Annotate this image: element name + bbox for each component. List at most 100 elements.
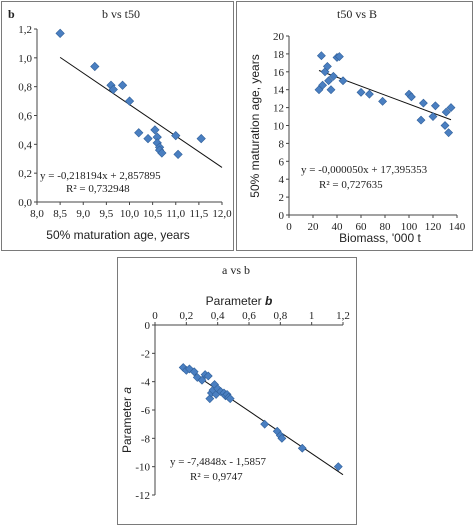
x-tick-label: 60	[356, 221, 368, 233]
chart-subtitle: Parameter b	[206, 294, 273, 308]
data-point	[171, 131, 181, 141]
data-point	[333, 462, 343, 472]
y-tick-label: 0,0	[18, 197, 32, 209]
x-tick-label: 0	[286, 221, 292, 233]
y-tick-label: 4	[279, 174, 285, 186]
chart-title: a vs b	[222, 263, 250, 277]
chart-svg: b vs t50 b 0,0 0,2 0,4 0,6 0,8 1,0 1,2 8,0 8,5 9,0 9…	[8, 7, 232, 242]
y-tick-label: 18	[273, 49, 285, 61]
data-point	[328, 71, 338, 81]
x-tick-label: 10,5	[143, 208, 163, 220]
y-tick-label: -12	[135, 490, 150, 502]
data-point	[440, 121, 450, 130]
data-point	[185, 364, 194, 374]
data-point	[134, 128, 144, 138]
chart-title: b vs t50	[102, 7, 140, 21]
data-point	[225, 394, 235, 404]
x-tick-label: 0	[152, 310, 158, 322]
y-tick-label: -8	[141, 433, 151, 445]
data-point	[143, 133, 153, 144]
x-tick-label: 0,8	[273, 310, 287, 322]
y-tick-label: -4	[141, 377, 151, 389]
chart-svg: a vs b Parameter b 0 0,2 0,4 0,6 0,8 1 1,2 0 -2 -4 -…	[120, 263, 350, 502]
data-point	[108, 84, 118, 95]
r-squared: R² = 0,727635	[319, 179, 383, 191]
data-point	[157, 148, 167, 158]
r-squared: R² = 0,732948	[66, 183, 130, 195]
data-point	[203, 371, 213, 381]
x-tick-label: 11,5	[189, 208, 208, 220]
chart-svg: t50 vs B 0 2 4 6 8 10 12 14 16 18 20 0 20 40 60 80 100 120…	[248, 7, 466, 245]
x-tick-label: 140	[449, 221, 466, 233]
x-tick-label: 12,0	[212, 208, 232, 220]
data-point	[189, 367, 199, 377]
y-tick-label: 12	[273, 103, 284, 115]
y-tick-label: 20	[273, 31, 285, 43]
r-squared: R² = 0,9747	[190, 471, 243, 483]
x-axis-label: Biomass, '000 t	[339, 231, 421, 245]
y-tick-label: -10	[135, 462, 150, 474]
y-axis-label: Parameter a	[120, 387, 134, 453]
regression-equation: y = -0,218194x + 2,857895	[40, 170, 161, 182]
data-point	[356, 87, 366, 97]
chart-t50-vs-biomass: t50 vs B 0 2 4 6 8 10 12 14 16 18 20 0 20 40 60 80 100 120…	[236, 1, 473, 251]
data-point	[90, 61, 100, 72]
x-tick-label: 1	[309, 310, 315, 322]
x-tick-label: 20	[308, 221, 320, 233]
corner-label: b	[8, 7, 15, 21]
x-tick-label: 40	[332, 221, 344, 233]
x-tick-label: 9,0	[76, 208, 90, 220]
y-tick-label: 0,8	[18, 82, 32, 94]
x-tick-label: 1,2	[336, 310, 350, 322]
y-tick-label: 1,2	[18, 24, 32, 36]
y-tick-label: 14	[273, 85, 285, 97]
data-point	[260, 419, 270, 429]
trendline	[318, 70, 452, 121]
y-tick-label: 0,6	[18, 111, 32, 123]
y-label-prefix: Parameter	[120, 394, 134, 453]
data-point	[334, 52, 344, 62]
x-tick-label: 0,2	[179, 310, 193, 322]
data-point	[418, 98, 428, 108]
x-tick-label: 9,5	[100, 208, 114, 220]
data-point	[430, 101, 440, 111]
data-point	[322, 62, 332, 71]
y-tick-label: -6	[141, 405, 151, 417]
data-point	[197, 375, 207, 385]
data-point	[338, 76, 348, 86]
data-point	[324, 76, 334, 86]
data-point	[117, 80, 128, 90]
x-tick-label: 11,0	[166, 208, 185, 220]
data-point	[326, 85, 336, 95]
data-point	[318, 80, 328, 90]
x-axis-label: 50% maturation age, years	[46, 228, 189, 242]
y-tick-label: 10	[273, 121, 285, 133]
data-point	[446, 103, 456, 113]
x-tick-label: 80	[380, 221, 392, 233]
data-point	[428, 112, 438, 121]
data-point	[297, 443, 307, 453]
y-tick-label: 2	[279, 192, 285, 204]
data-point	[173, 149, 183, 160]
chart-a-vs-b: a vs b Parameter b 0 0,2 0,4 0,6 0,8 1 1,2 0 -2 -4 -…	[117, 257, 357, 525]
y-tick-label: 1,0	[18, 53, 32, 65]
data-point	[406, 92, 416, 102]
x-tick-label: 10,0	[120, 208, 140, 220]
x-tick-label: 0,4	[211, 310, 225, 322]
regression-equation: y = -0,000050x + 17,395353	[301, 164, 428, 176]
data-point	[196, 133, 206, 144]
data-point	[55, 28, 65, 38]
chart-title: t50 vs B	[337, 7, 377, 21]
trendline	[182, 366, 344, 476]
data-point	[441, 107, 451, 117]
y-label-variable: a	[120, 387, 134, 394]
data-point	[378, 96, 388, 106]
data-point	[150, 125, 160, 135]
data-point	[364, 89, 374, 99]
y-tick-label: 0,2	[18, 168, 32, 180]
data-point	[277, 433, 287, 443]
x-tick-label: 100	[401, 221, 418, 233]
subtitle-variable: b	[265, 294, 272, 308]
data-point	[192, 372, 202, 382]
x-tick-label: 0,6	[242, 310, 256, 322]
